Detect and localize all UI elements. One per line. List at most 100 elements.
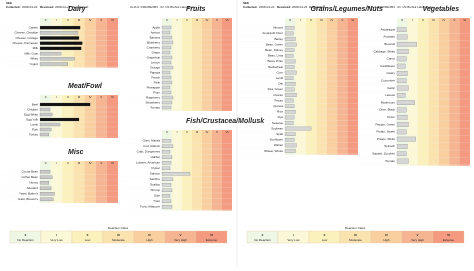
x-tick-label: 0	[289, 18, 291, 22]
category-label: Potato, White	[377, 137, 395, 141]
category-label: Cheese, Parmesan	[12, 41, 38, 45]
patient: SEE	[6, 1, 12, 5]
x-tick-label: III	[78, 95, 81, 99]
bar	[396, 151, 407, 157]
bar	[396, 136, 416, 142]
panel-title: Fruits	[186, 6, 206, 13]
legend-text: Low	[322, 238, 328, 242]
bar	[39, 132, 50, 137]
class-band	[95, 18, 107, 68]
bar	[396, 107, 407, 113]
class-band	[95, 95, 107, 138]
bar	[161, 144, 174, 149]
panel-title: Fish/Crustacea/Mollusk	[186, 118, 265, 125]
legend-text: Extreme	[443, 238, 455, 242]
bar	[396, 114, 408, 120]
legend-class: IV	[148, 233, 151, 237]
class-band	[106, 161, 118, 203]
bar	[161, 194, 171, 198]
bar	[39, 102, 91, 107]
legend-class: V	[179, 233, 181, 237]
x-tick-label: IV	[206, 18, 209, 22]
bar	[161, 166, 171, 171]
bar	[161, 85, 171, 90]
class-band	[222, 18, 232, 111]
category-label: Pineapple	[147, 85, 161, 89]
category-label: Cheese, Cottage	[15, 36, 38, 40]
category-label: Onion	[387, 115, 395, 119]
category-label: Crab, Dungeness	[137, 150, 161, 154]
bar	[284, 42, 297, 47]
legend-class: I	[293, 233, 294, 237]
bar	[284, 115, 295, 120]
x-tick-label: III	[78, 18, 81, 22]
bar	[284, 121, 294, 125]
category-label: Strawberry	[145, 100, 160, 104]
category-label: Pork	[32, 127, 39, 131]
category-label: Plum	[153, 90, 160, 94]
received-label: Received:	[40, 5, 54, 9]
legend-title: Reaction Class	[345, 226, 366, 230]
x-tick-label: II	[67, 95, 69, 99]
class-band	[172, 130, 182, 211]
class-band	[397, 18, 408, 166]
bar	[284, 26, 295, 30]
received: 2008-04-23	[292, 5, 308, 9]
bar	[284, 93, 297, 97]
bar	[39, 46, 82, 51]
category-label: Salmon	[150, 172, 161, 176]
class-band	[84, 161, 96, 203]
bar	[284, 70, 297, 75]
bar	[161, 35, 173, 40]
collected: 2008-04-22	[22, 5, 38, 9]
bar	[396, 56, 407, 62]
bar	[39, 181, 50, 185]
category-label: Mushroom	[381, 100, 396, 104]
bar	[39, 31, 78, 35]
x-tick-label: I	[177, 130, 178, 134]
bar	[39, 112, 53, 117]
bar	[396, 129, 407, 135]
category-label: Rye	[278, 115, 284, 119]
bar	[284, 138, 295, 142]
category-label: Cheese, Cheddar	[14, 31, 38, 35]
bar	[39, 41, 83, 45]
bar	[161, 183, 172, 187]
bar	[161, 95, 174, 100]
category-label: Wheat, Whole	[264, 149, 283, 153]
class-band	[182, 130, 192, 211]
bar	[39, 51, 62, 56]
x-tick-label: IV	[89, 18, 92, 22]
x-tick-label: VI	[111, 95, 114, 99]
bar	[161, 177, 174, 182]
category-label: Apricot	[151, 30, 161, 34]
category-label: Asparagus	[381, 27, 396, 31]
category-label: Apple	[152, 25, 160, 29]
category-label: Pepper, Green	[375, 122, 395, 126]
x-tick-label: III	[196, 130, 199, 134]
x-tick-label: I	[56, 161, 57, 165]
bar	[284, 149, 296, 153]
bar	[161, 100, 173, 105]
legend-text: Low	[85, 238, 91, 242]
bar	[39, 25, 81, 30]
category-label: Tomato	[385, 159, 395, 163]
class-band	[95, 161, 107, 203]
x-tick-label: IV	[443, 18, 446, 22]
bar	[284, 132, 296, 136]
x-tick-label: II	[310, 18, 312, 22]
category-label: Olive, Black	[379, 108, 395, 112]
bar	[161, 150, 171, 154]
category-label: Garlic	[387, 86, 395, 90]
category-label: Spelt	[276, 132, 283, 136]
category-label: Orange	[150, 65, 160, 69]
bar	[161, 188, 173, 193]
bar	[396, 63, 406, 69]
legend-text: Very High	[411, 238, 424, 242]
legend-text: Very Low	[287, 238, 300, 242]
bar	[39, 175, 53, 180]
bar	[284, 31, 294, 36]
bar	[284, 37, 296, 41]
x-tick-label: 0	[45, 161, 47, 165]
category-label: Halibut	[151, 155, 161, 159]
